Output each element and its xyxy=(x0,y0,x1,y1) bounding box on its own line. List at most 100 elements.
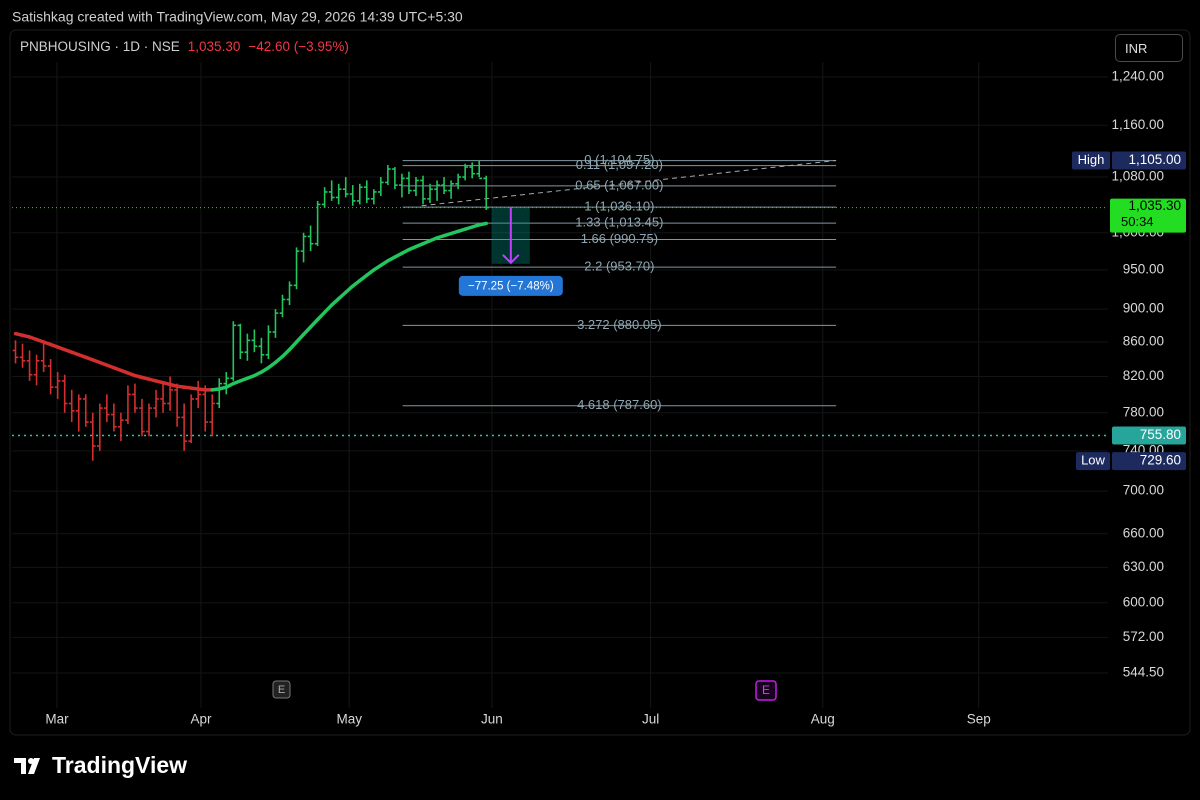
y-tick-label: 600.00 xyxy=(1123,594,1164,609)
ohlc-bar xyxy=(202,385,209,432)
ohlc-bar xyxy=(47,359,54,395)
price-tag-name-bg xyxy=(1072,151,1110,170)
price-tag-label: 1,105.00 xyxy=(1128,152,1181,167)
ohlc-bar xyxy=(40,342,47,373)
symbol-line: PNBHOUSING · 1D · NSE 1,035.30 −42.60 (−… xyxy=(20,39,349,54)
price-tag xyxy=(1112,452,1186,471)
ohlc-bar xyxy=(265,325,272,360)
ohlc-bar xyxy=(174,383,180,427)
earnings-icon[interactable]: E xyxy=(755,680,777,701)
ohlc-bar xyxy=(33,354,40,386)
ohlc-bar xyxy=(26,350,33,381)
ohlc-bar xyxy=(209,394,216,437)
ohlc-bar xyxy=(300,232,307,263)
x-tick-label: Apr xyxy=(190,712,212,727)
ohlc-bar xyxy=(427,183,433,203)
chart-panel xyxy=(9,29,1191,736)
x-tick-label: Jul xyxy=(642,712,659,727)
x-tick-label: Mar xyxy=(45,712,69,727)
ohlc-bar xyxy=(399,173,405,198)
ohlc-bar xyxy=(160,380,166,413)
ohlc-bar xyxy=(321,187,328,208)
fib-label: 3.272 (880.05) xyxy=(577,317,662,332)
price-tag-name: Low xyxy=(1081,453,1105,468)
ohlc-bar xyxy=(216,378,223,409)
earnings-label: E xyxy=(762,683,770,697)
trendline xyxy=(421,159,837,207)
y-tick-label: 700.00 xyxy=(1123,483,1164,498)
tv-logo: TradingView xyxy=(14,752,187,778)
ohlc-bar xyxy=(483,175,490,210)
ohlc-bar xyxy=(272,309,279,338)
earnings-label: E xyxy=(278,684,285,696)
ohlc-bar xyxy=(342,177,349,198)
x-tick-label: May xyxy=(336,712,362,727)
ohlc-bar xyxy=(97,403,103,451)
ohlc-bar xyxy=(237,323,244,360)
ohlc-bar xyxy=(132,383,138,413)
price-tag xyxy=(1110,198,1186,233)
ohlc-bar xyxy=(314,200,321,246)
y-tick-label: 860.00 xyxy=(1123,334,1164,349)
ohlc-bar xyxy=(455,173,461,190)
ohlc-bar xyxy=(476,160,483,180)
price-tag-name-bg xyxy=(1076,452,1110,471)
price-tag-countdown: 50:34 xyxy=(1121,214,1154,229)
measure-arrow xyxy=(502,207,520,265)
ohlc-bar xyxy=(146,403,152,437)
price-tag-label: 755.80 xyxy=(1140,427,1181,442)
brand: TradingView xyxy=(52,752,187,778)
ohlc-bar xyxy=(230,321,237,381)
measure-label-bg xyxy=(458,275,563,296)
ohlc-bar xyxy=(19,343,26,368)
ohlc-bar xyxy=(251,329,258,353)
y-tick-label: 630.00 xyxy=(1123,559,1164,574)
ohlc-bar xyxy=(307,225,314,252)
ohlc-bar xyxy=(385,165,391,186)
price-tag-name: High xyxy=(1078,152,1105,167)
y-tick-label: 900.00 xyxy=(1123,301,1164,316)
ohlc-bar xyxy=(335,183,342,205)
ohlc-bar xyxy=(104,394,110,423)
y-tick-label: 572.00 xyxy=(1123,629,1164,644)
ohlc-bar xyxy=(363,180,370,203)
ohlc-bar xyxy=(349,185,356,206)
fib-label: 1.33 (1,013.45) xyxy=(575,215,663,230)
ohlc-bar xyxy=(244,333,251,361)
ohlc-bar xyxy=(448,180,454,199)
credit: Satishkag created with TradingView.com, … xyxy=(12,9,463,25)
ohlc-bar xyxy=(392,167,398,190)
x-tick-label: Jun xyxy=(481,712,503,727)
ohlc-bar xyxy=(441,177,447,195)
ohlc-bar xyxy=(167,376,173,411)
ohlc-bar xyxy=(139,398,145,437)
ohlc-bar xyxy=(413,177,419,197)
symbol: PNBHOUSING · 1D · NSE xyxy=(20,39,180,54)
ohlc-bar xyxy=(75,394,82,432)
y-tick-label: 1,080.00 xyxy=(1111,169,1164,184)
price-tag xyxy=(1112,151,1186,170)
ohlc-bar xyxy=(82,394,89,427)
x-tick-label: Sep xyxy=(967,712,991,727)
ohlc-bar xyxy=(125,385,131,424)
ohlc-bar xyxy=(279,294,286,318)
earnings-icon[interactable]: E xyxy=(272,680,291,699)
y-tick-label: 950.00 xyxy=(1123,261,1164,276)
currency-button[interactable]: INR xyxy=(1115,34,1183,62)
price-tag-label: 1,035.30 xyxy=(1128,198,1181,213)
ohlc-bar xyxy=(118,412,124,442)
fib-label: 4.618 (787.60) xyxy=(577,397,662,412)
ohlc-bar xyxy=(68,389,75,423)
fib-label: 0.65 (1,067.00) xyxy=(575,177,663,192)
ohlc-bar xyxy=(223,372,230,395)
fib-label: 1 (1,036.10) xyxy=(584,199,654,214)
ohlc-bar xyxy=(181,403,187,451)
fib-label: 1.66 (990.75) xyxy=(581,231,658,246)
ohlc-bar xyxy=(406,171,412,195)
fib-label: 0 (1,104.75) xyxy=(584,152,654,167)
measure-label: −77.25 (−7.48%) xyxy=(468,280,554,292)
ohlc-bar xyxy=(293,247,300,290)
fib-label: 2.2 (953.70) xyxy=(584,259,654,274)
